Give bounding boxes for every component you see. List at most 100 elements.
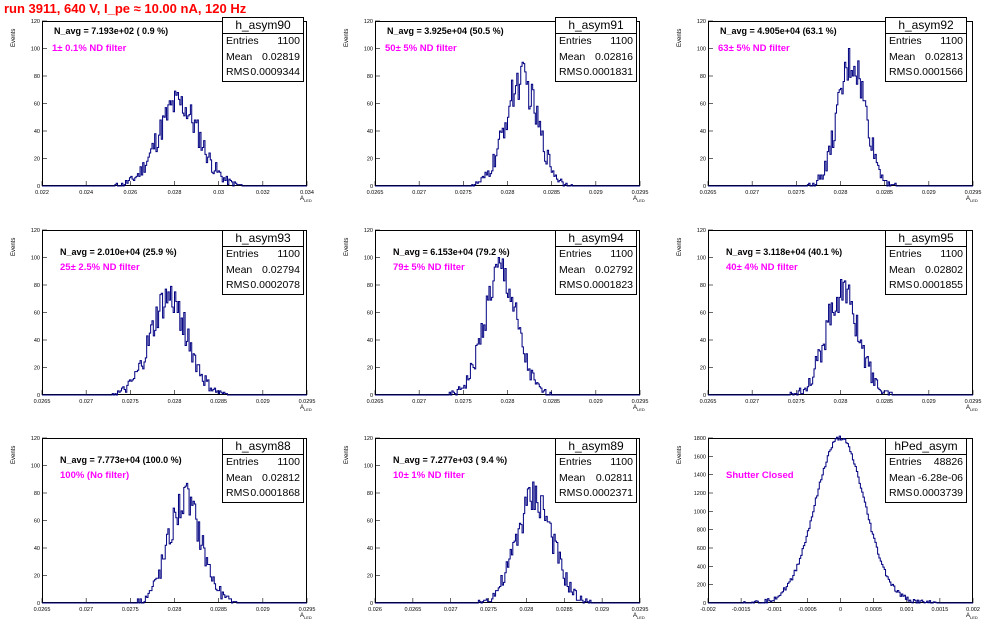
y-tick-label: 0 (37, 393, 40, 399)
y-tick-label: 60 (367, 311, 373, 317)
stats-label: RMS (559, 487, 583, 499)
y-tick-label: 0 (37, 184, 40, 190)
stats-row-rms: RMS 0.0003739 (886, 486, 966, 502)
x-tick-label: 0.0285 (876, 399, 893, 405)
x-axis-label: ALED (966, 405, 978, 412)
stats-value: 1100 (610, 35, 633, 47)
stats-value: -6.28e-06 (918, 471, 963, 484)
y-tick-label: 80 (34, 491, 40, 497)
x-tick-label: 0.0295 (965, 399, 982, 405)
x-tick-label: 0.027 (745, 399, 759, 405)
x-tick-label: 0.0275 (788, 190, 805, 196)
x-tick-label: -0.001 (766, 607, 782, 613)
stats-row-mean: Mean 0.02802 (886, 263, 966, 279)
stats-row-mean: Mean 0.02794 (223, 263, 303, 279)
y-tick-label: 0 (370, 393, 373, 399)
y-tick-label: 1600 (694, 454, 706, 460)
filter-annotation: Shutter Closed (726, 470, 794, 481)
stats-row-entries: Entries 1100 (223, 247, 303, 263)
x-axis-label-main: A (966, 613, 971, 619)
stats-value: 0.0001855 (913, 279, 963, 291)
x-axis-label-sub: LED (970, 198, 978, 204)
stats-label: Mean (226, 263, 253, 276)
y-tick-label: 60 (367, 102, 373, 108)
x-tick-label: 0.0285 (210, 399, 227, 405)
x-tick-label: 0.028 (168, 399, 182, 405)
stats-value: 0.02794 (262, 263, 300, 276)
stats-value: 0.0003739 (913, 487, 963, 499)
filter-annotation: 25± 2.5% ND filter (60, 262, 140, 273)
x-tick-label: 0.0295 (299, 607, 316, 613)
navg-annotation: N_avg = 6.153e+04 (79.2 %) (393, 247, 510, 257)
stats-row-rms: RMS 0.0009344 (223, 65, 303, 81)
y-tick-label: 120 (31, 228, 40, 234)
y-tick-label: 1200 (694, 491, 706, 497)
stats-value: 0.0002371 (583, 487, 633, 499)
stats-title: h_asym90 (223, 18, 303, 34)
y-tick-label: 0 (37, 601, 40, 607)
stats-row-rms: RMS 0.0001823 (556, 278, 636, 294)
x-tick-label: 0.027 (745, 190, 759, 196)
stats-value: 0.0001868 (250, 487, 300, 499)
histogram-line (42, 482, 307, 604)
y-tick-label: 20 (700, 366, 706, 372)
y-tick-label: 1400 (694, 473, 706, 479)
x-tick-label: 0.026 (123, 190, 137, 196)
stats-title: h_asym88 (223, 439, 303, 455)
y-tick-label: 400 (697, 564, 706, 570)
stats-value: 1100 (277, 35, 300, 47)
stats-row-mean: Mean 0.02812 (223, 471, 303, 487)
stats-value: 0.02816 (595, 50, 633, 63)
y-tick-label: 20 (367, 157, 373, 163)
stats-title: hPed_asym (886, 439, 966, 455)
x-axis-label-main: A (633, 196, 638, 202)
x-tick-label: 0.032 (256, 190, 270, 196)
stats-value: 1100 (277, 248, 300, 260)
stats-label: Mean (226, 471, 253, 484)
stats-value: 0.02819 (262, 50, 300, 63)
x-axis-label-sub: LED (637, 615, 645, 621)
navg-annotation: N_avg = 3.118e+04 (40.1 %) (726, 247, 843, 257)
stats-row-entries: Entries 1100 (556, 455, 636, 471)
x-tick-label: 0.027 (412, 399, 426, 405)
filter-annotation: 100% (No filter) (60, 470, 130, 481)
stats-label: RMS (559, 279, 583, 291)
y-tick-label: 800 (697, 528, 706, 534)
stats-row-entries: Entries 1100 (223, 34, 303, 50)
stats-row-rms: RMS 0.0001566 (886, 65, 966, 81)
stats-title: h_asym95 (886, 231, 966, 247)
x-tick-label: 0.0275 (788, 399, 805, 405)
y-tick-label: 100 (364, 464, 373, 470)
y-tick-label: 80 (367, 283, 373, 289)
stats-row-rms: RMS 0.0001868 (223, 486, 303, 502)
x-tick-label: 0.027 (79, 399, 93, 405)
x-tick-label: 0.0265 (367, 399, 384, 405)
x-tick-label: 0.0265 (404, 607, 421, 613)
x-axis-label: ALED (300, 196, 312, 203)
y-tick-label: 120 (31, 436, 40, 442)
stats-label: Entries (559, 456, 592, 468)
stats-row-entries: Entries 1100 (556, 247, 636, 263)
x-tick-label: 0.034 (300, 190, 314, 196)
histogram-line (708, 435, 973, 604)
y-tick-label: 80 (700, 283, 706, 289)
y-tick-label: 120 (697, 228, 706, 234)
x-tick-label: 0.0285 (543, 190, 560, 196)
x-tick-label: 0.026 (368, 607, 382, 613)
stats-row-mean: Mean 0.02811 (556, 471, 636, 487)
x-axis-label: ALED (633, 196, 645, 203)
x-axis-label-sub: LED (304, 615, 312, 621)
navg-annotation: N_avg = 7.193e+02 ( 0.9 %) (54, 26, 169, 36)
x-tick-label: 0.0285 (876, 190, 893, 196)
x-axis-label-main: A (966, 405, 971, 411)
x-axis-label-main: A (300, 196, 305, 202)
x-tick-label: 0.0015 (931, 607, 948, 613)
y-tick-label: 100 (697, 256, 706, 262)
navg-annotation: N_avg = 2.010e+04 (25.9 %) (60, 247, 177, 257)
stats-label: RMS (889, 279, 913, 291)
stats-value: 48826 (933, 456, 963, 468)
